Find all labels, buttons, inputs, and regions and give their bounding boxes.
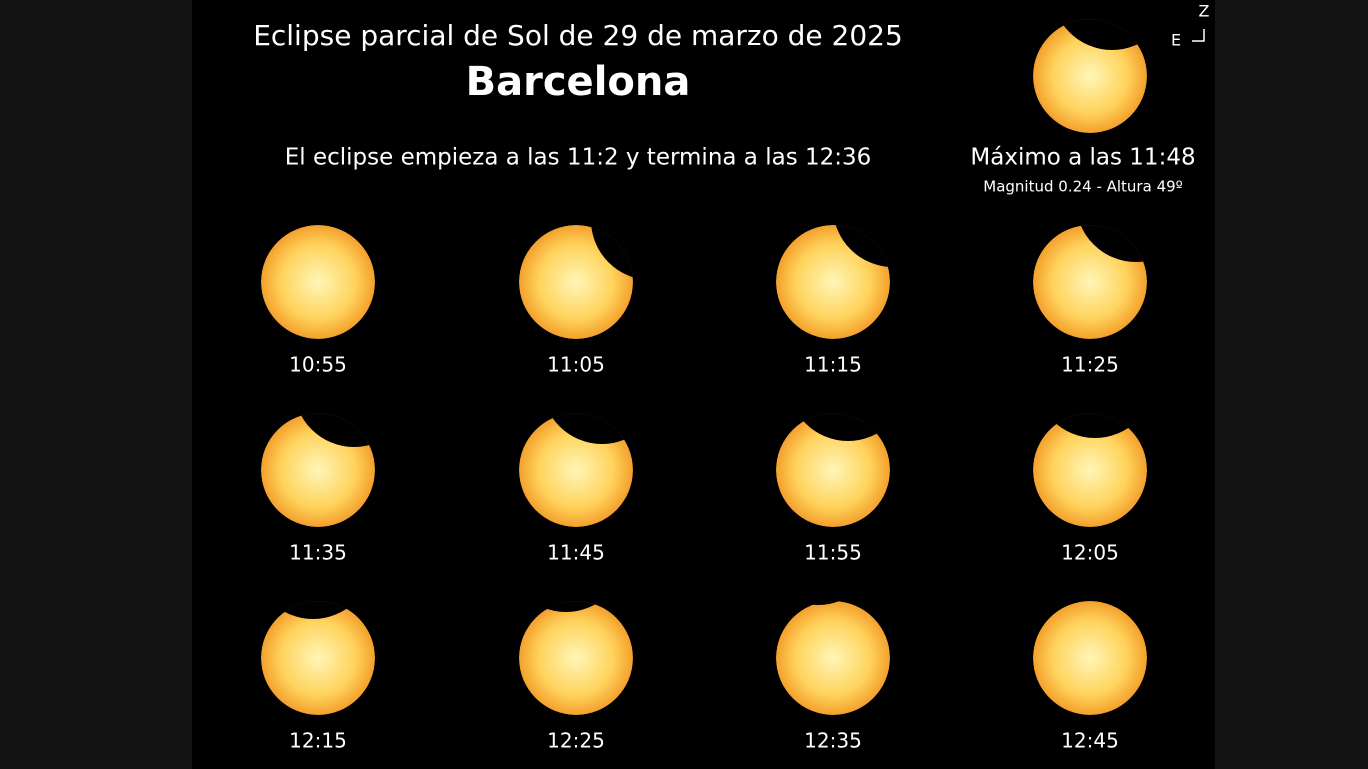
- sun: [519, 601, 633, 715]
- time-label: 11:15: [804, 353, 862, 377]
- time-label: 12:45: [1061, 729, 1119, 753]
- compass-east: E: [1171, 31, 1181, 50]
- sun: [776, 601, 890, 715]
- sun-frame: [1033, 601, 1147, 715]
- moon: [294, 413, 375, 447]
- time-label: 10:55: [289, 353, 347, 377]
- sun-frame: [776, 225, 890, 339]
- time-label: 11:45: [547, 541, 605, 565]
- time-label: 12:25: [547, 729, 605, 753]
- sun-frame: [519, 601, 633, 715]
- sun-frame: [776, 413, 890, 527]
- sun-frame: [1033, 225, 1147, 339]
- city: Barcelona: [466, 59, 691, 105]
- sun-frame: [519, 225, 633, 339]
- time-label: 11:35: [289, 541, 347, 565]
- time-label: 11:25: [1061, 353, 1119, 377]
- sun: [261, 601, 375, 715]
- sun-frame: [261, 413, 375, 527]
- compass-corner: [1192, 29, 1205, 42]
- time-label: 12:05: [1061, 541, 1119, 565]
- sun-frame: [261, 601, 375, 715]
- moon: [591, 225, 633, 280]
- sun-frame: [1033, 413, 1147, 527]
- compass-north: Z: [1199, 2, 1210, 21]
- maximum-details: Magnitud 0.24 - Altura 49º: [983, 178, 1182, 196]
- time-label: 11:55: [804, 541, 862, 565]
- time-label: 12:15: [289, 729, 347, 753]
- time-label: 11:05: [547, 353, 605, 377]
- sun: [776, 413, 890, 527]
- sun-frame: [776, 601, 890, 715]
- subtitle: El eclipse empieza a las 11:2 y termina …: [285, 145, 872, 171]
- sun-frame: [261, 225, 375, 339]
- title: Eclipse parcial de Sol de 29 de marzo de…: [253, 19, 903, 52]
- sun: [1033, 601, 1147, 715]
- time-label: 12:35: [804, 729, 862, 753]
- sun: [261, 225, 375, 339]
- moon: [1076, 225, 1147, 262]
- sun: [1033, 413, 1147, 527]
- moon: [833, 225, 890, 267]
- maximum-label: Máximo a las 11:48: [970, 145, 1195, 171]
